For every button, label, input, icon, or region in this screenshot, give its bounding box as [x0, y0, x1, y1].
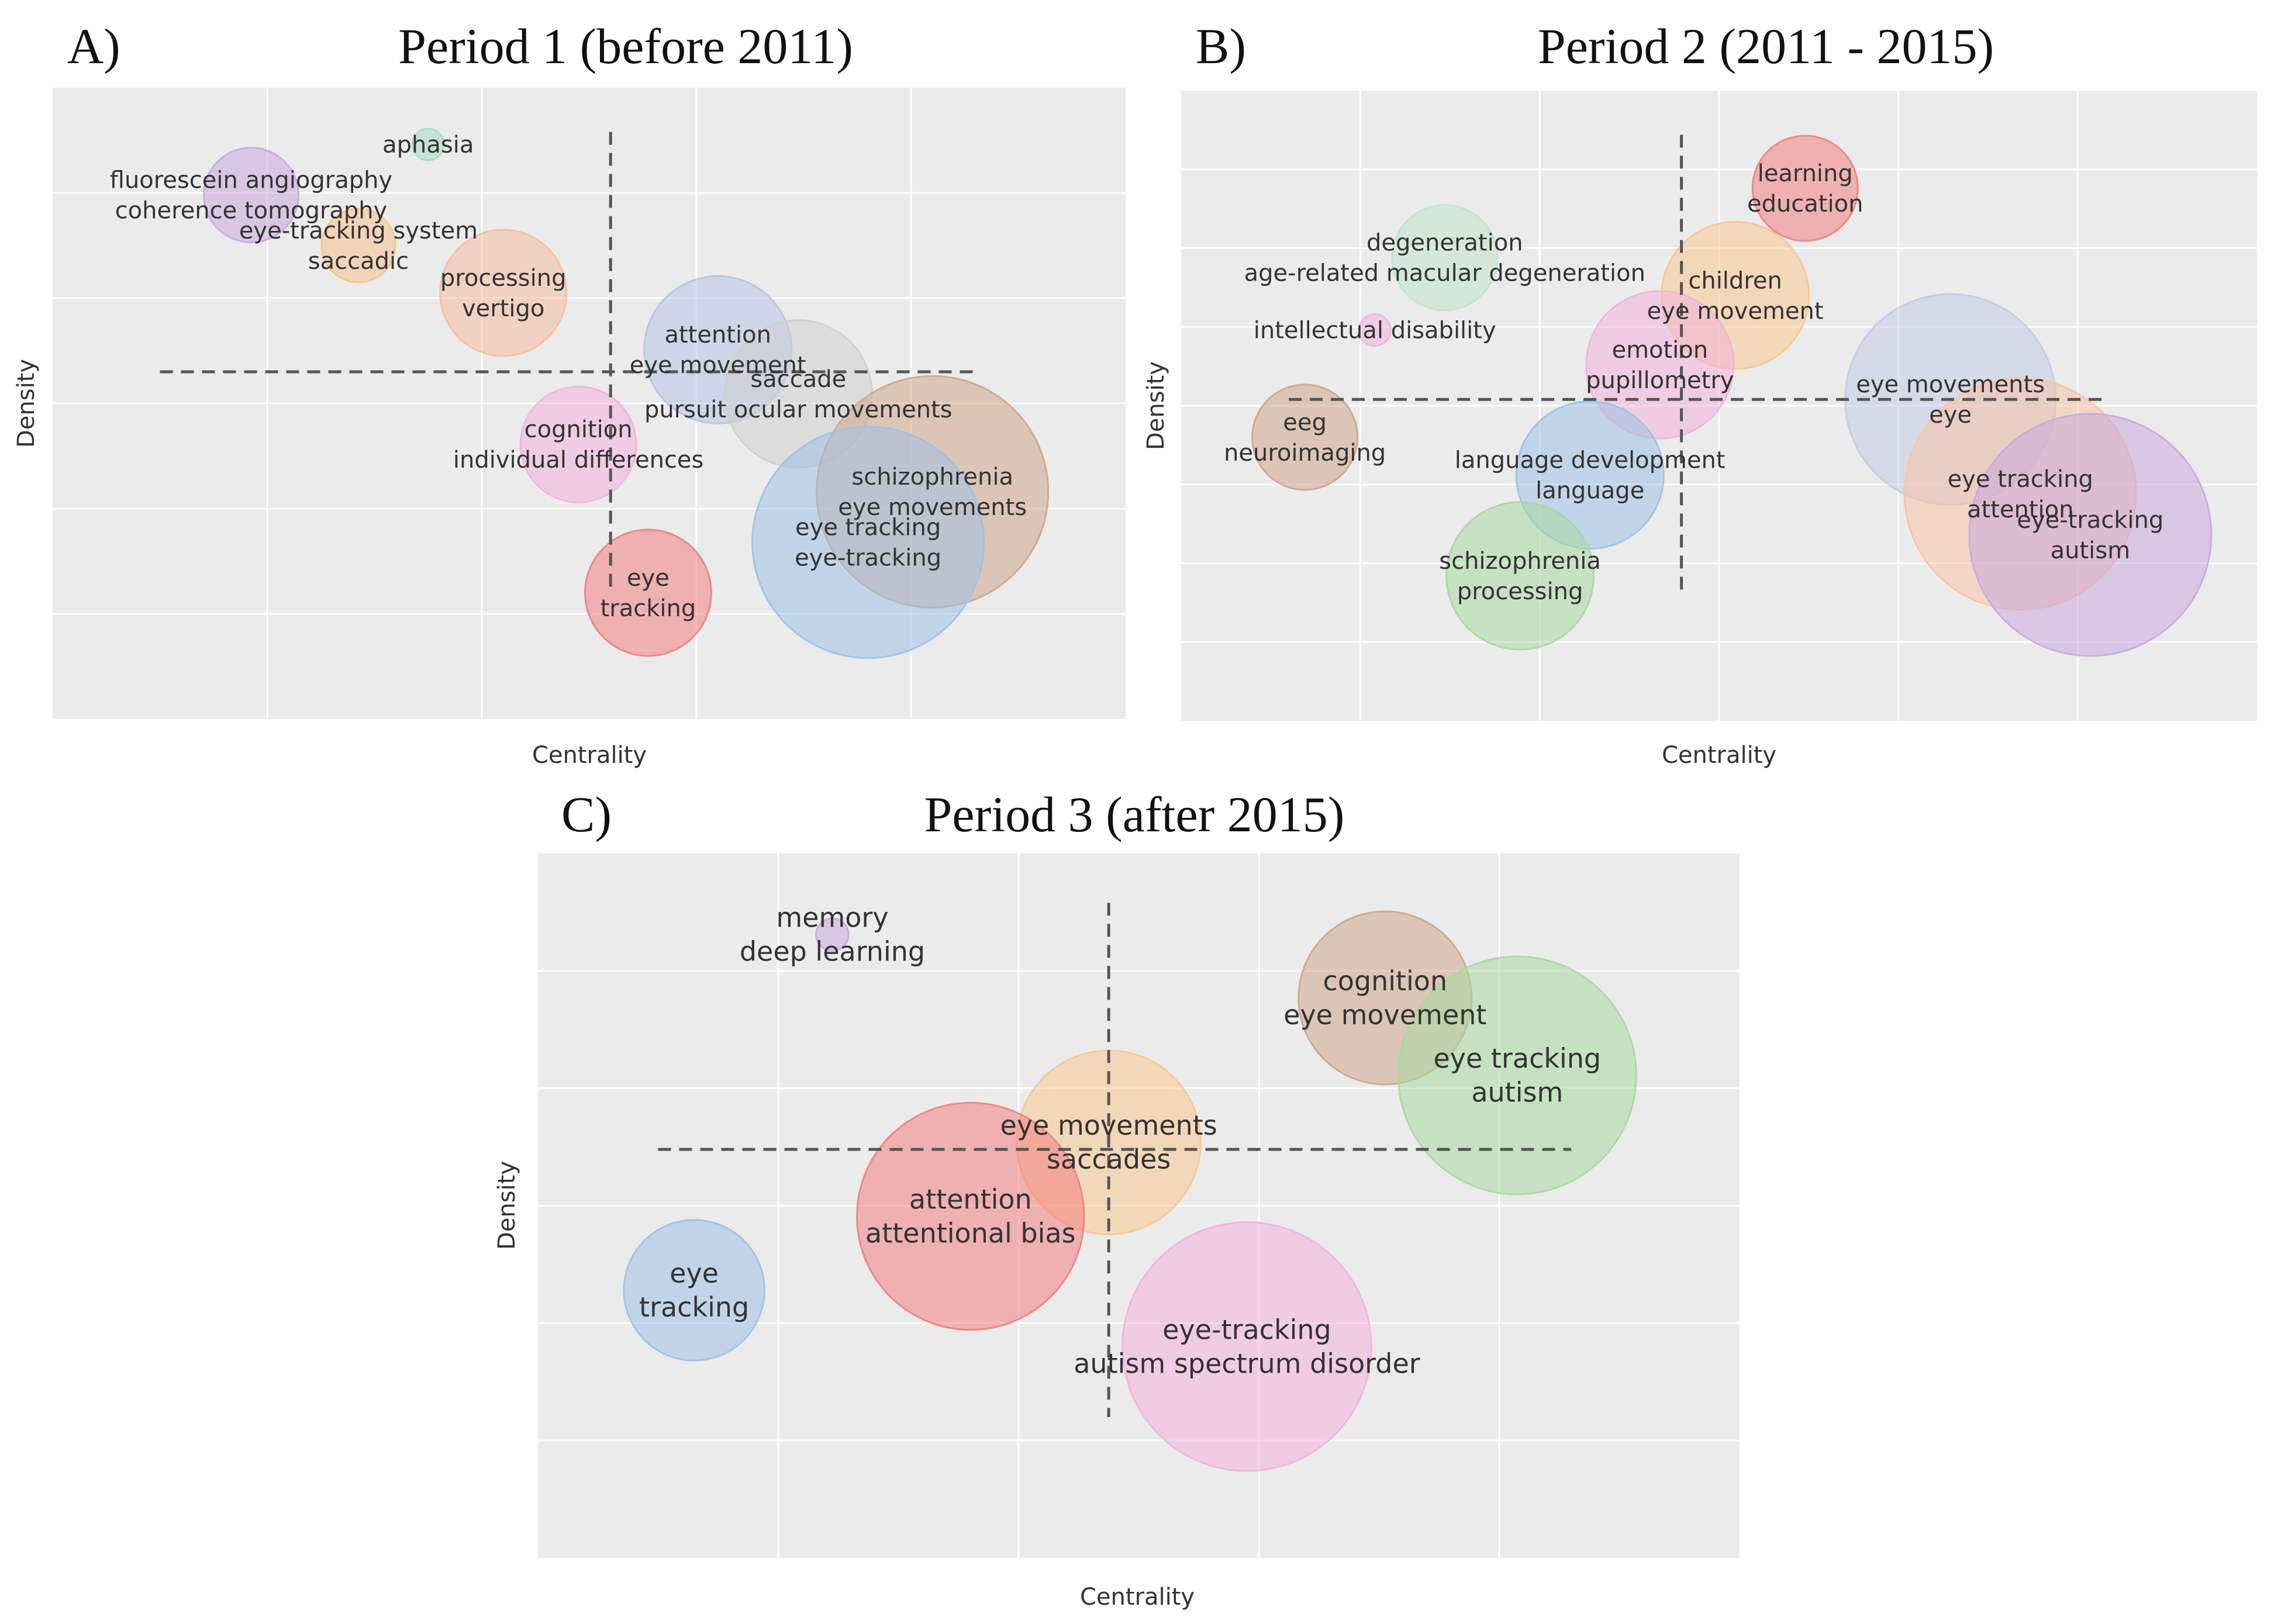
cluster-label: individual differences	[453, 447, 703, 474]
cluster-label: eye movements	[1856, 371, 2045, 398]
panel-b: learning education degeneration age-related…	[1143, 18, 2257, 769]
cluster-bubble	[1445, 501, 1595, 651]
cluster-label: eye-tracking system	[239, 217, 478, 244]
cluster-label: attentional bias	[865, 1218, 1076, 1249]
cluster-label: language	[1535, 478, 1644, 505]
cluster-label: children	[1688, 267, 1782, 294]
cluster-bubble	[1358, 313, 1392, 347]
y-axis-label: Density	[1143, 361, 1169, 450]
cluster-label: cognition	[1323, 965, 1447, 997]
cluster-label: vertigo	[462, 295, 544, 322]
panel-label: B)	[1196, 18, 1246, 74]
bubble-group	[1251, 134, 2213, 657]
cluster-bubble	[584, 528, 712, 657]
cluster-label: eye tracking	[1948, 466, 2093, 493]
cluster-label: attention	[664, 322, 771, 348]
panel-label: A)	[67, 18, 120, 74]
cluster-label: autism spectrum disorder	[1074, 1348, 1420, 1380]
cluster-bubble	[202, 147, 299, 244]
cluster-label: education	[1747, 191, 1863, 217]
cluster-bubble	[1751, 134, 1859, 242]
cluster-label: age-related macular degeneration	[1244, 260, 1645, 287]
cluster-bubble	[519, 385, 637, 503]
bubble-group	[623, 910, 1637, 1472]
cluster-label: eye tracking	[1433, 1043, 1601, 1074]
cluster-bubble	[1391, 204, 1499, 312]
cluster-label: deep learning	[740, 936, 925, 968]
cluster-label: memory	[776, 902, 888, 934]
cluster-label: eye movements	[838, 494, 1027, 521]
cluster-label: eye-tracking	[1162, 1314, 1331, 1346]
cluster-bubble	[1397, 955, 1637, 1195]
cluster-label: language development	[1455, 447, 1726, 474]
cluster-bubble	[1968, 413, 2213, 657]
cluster-label: eye movements	[1000, 1110, 1217, 1141]
cluster-label: intellectual disability	[1254, 317, 1496, 344]
cluster-label: schizophrenia	[1439, 548, 1601, 575]
cluster-label: eye-tracking	[2017, 507, 2163, 534]
panel-title: Period 1 (before 2011)	[398, 18, 853, 74]
cluster-bubble	[856, 1101, 1085, 1331]
cluster-bubble	[751, 426, 985, 659]
cluster-label: eye tracking	[795, 514, 941, 541]
cluster-bubble	[1122, 1221, 1372, 1472]
cluster-label: schizophrenia	[851, 464, 1013, 490]
y-axis-label: Density	[494, 1161, 520, 1250]
panel-title: Period 2 (2011 - 2015)	[1538, 18, 1994, 74]
y-axis-label: Density	[13, 359, 40, 448]
x-axis-label: Centrality	[1662, 742, 1776, 769]
cluster-label: processing	[440, 265, 567, 292]
x-axis-label: Centrality	[532, 742, 647, 769]
cluster-label: eeg	[1283, 409, 1327, 436]
cluster-label: attention	[1967, 496, 2073, 523]
cluster-label: autism	[2051, 537, 2130, 564]
cluster-bubble	[623, 1219, 765, 1362]
cluster-label: eye	[670, 1257, 719, 1289]
bubble-group	[202, 127, 1050, 659]
cluster-label: neuroimaging	[1224, 440, 1386, 467]
cluster-bubble	[1585, 290, 1735, 440]
cluster-label: cognition	[524, 416, 633, 443]
panel-a: aphasia fluorescein angiography coherence …	[13, 18, 1126, 769]
cluster-label: emotion	[1612, 337, 1708, 364]
cluster-label: processing	[1457, 578, 1583, 605]
cluster-label: saccade	[750, 366, 846, 393]
x-axis-label: Centrality	[1080, 1584, 1195, 1611]
cluster-label: eye-tracking	[795, 545, 941, 572]
cluster-bubble	[320, 208, 396, 284]
cluster-label: eye	[627, 565, 670, 592]
cluster-label: tracking	[601, 595, 696, 622]
cluster-label: pursuit ocular movements	[644, 396, 953, 423]
cluster-label: learning	[1758, 160, 1853, 187]
cluster-bubble	[1251, 383, 1359, 491]
cluster-bubble	[411, 127, 445, 161]
cluster-label: autism	[1471, 1077, 1563, 1108]
label-group: aphasia fluorescein angiography coherence …	[110, 132, 1027, 622]
panel-label: C)	[561, 786, 612, 842]
cluster-label: eye movement	[1283, 999, 1486, 1031]
cluster-label: coherence tomography	[115, 198, 388, 224]
cluster-label: attention	[909, 1184, 1032, 1215]
cluster-label: eye movement	[630, 352, 806, 379]
cluster-label: saccades	[1047, 1143, 1171, 1175]
cluster-bubble	[815, 917, 850, 952]
cluster-label: eye movement	[1647, 298, 1824, 324]
cluster-label: fluorescein angiography	[110, 167, 392, 194]
cluster-label: aphasia	[382, 132, 474, 158]
label-group: learning education degeneration age-related…	[1224, 160, 2163, 605]
panel-title: Period 3 (after 2015)	[924, 786, 1345, 842]
cluster-label: eye	[1929, 402, 1972, 429]
cluster-label: saccadic	[308, 248, 409, 275]
cluster-bubble	[439, 229, 568, 357]
cluster-label: tracking	[639, 1291, 749, 1323]
cluster-label: degeneration	[1367, 230, 1523, 257]
cluster-label: pupillometry	[1586, 367, 1734, 394]
